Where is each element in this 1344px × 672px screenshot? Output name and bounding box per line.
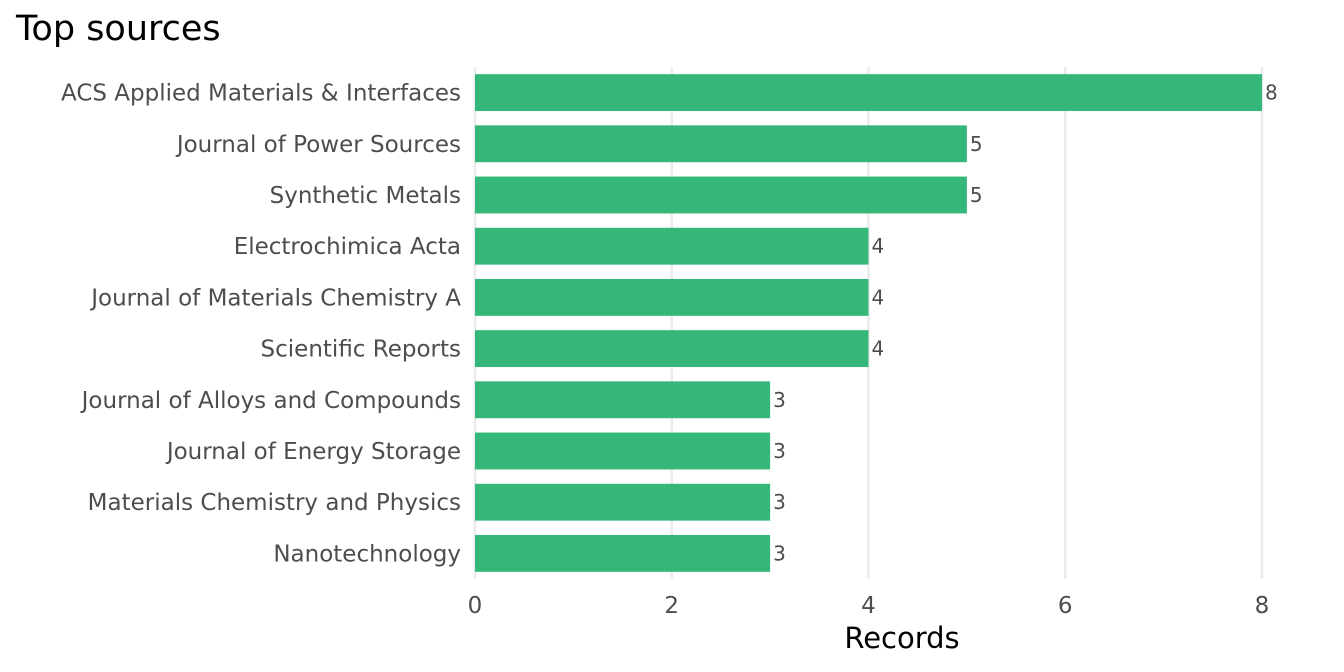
bar xyxy=(475,381,771,419)
category-label: ACS Applied Materials & Interfaces xyxy=(61,81,461,107)
category-label: Synthetic Metals xyxy=(270,183,461,209)
bar xyxy=(475,125,967,163)
bar-value-label: 5 xyxy=(970,183,983,207)
x-tick-label: 6 xyxy=(1058,593,1073,619)
bar-value-label: 4 xyxy=(872,337,885,361)
bar-value-label: 4 xyxy=(872,234,885,258)
bar xyxy=(475,330,869,368)
x-tick-label: 4 xyxy=(861,593,876,619)
category-label: Materials Chemistry and Physics xyxy=(88,490,461,516)
bar xyxy=(475,74,1262,112)
bar xyxy=(475,176,967,214)
x-axis-title: Records xyxy=(844,621,959,655)
x-tick-label: 0 xyxy=(468,593,483,619)
category-label: Nanotechnology xyxy=(273,541,461,567)
category-label: Scientific Reports xyxy=(261,337,461,363)
x-axis-ticks: 0 2 4 6 8 xyxy=(468,593,1270,619)
bar-value-label: 3 xyxy=(773,490,786,514)
category-labels: ACS Applied Materials & Interfaces Journa… xyxy=(61,81,461,568)
category-label: Journal of Power Sources xyxy=(175,132,461,158)
category-label: Journal of Energy Storage xyxy=(165,439,461,465)
bar-value-label: 5 xyxy=(970,132,983,156)
bar-value-label: 3 xyxy=(773,541,786,565)
bar xyxy=(475,483,771,521)
bar xyxy=(475,534,771,572)
chart-title: Top sources xyxy=(16,9,221,49)
x-tick-label: 8 xyxy=(1255,593,1270,619)
category-label: Journal of Materials Chemistry A xyxy=(89,285,461,311)
category-label: Journal of Alloys and Compounds xyxy=(80,388,461,414)
x-tick-label: 2 xyxy=(664,593,679,619)
bar xyxy=(475,278,869,316)
bar xyxy=(475,432,771,470)
bar-value-label: 4 xyxy=(872,285,885,309)
bar xyxy=(475,227,869,265)
bar-value-label: 3 xyxy=(773,439,786,463)
bar-value-label: 8 xyxy=(1265,81,1278,105)
bars xyxy=(475,74,1262,572)
category-label: Electrochimica Acta xyxy=(234,234,461,260)
value-labels: 8 5 5 4 4 4 3 3 3 3 xyxy=(773,81,1278,566)
bar-value-label: 3 xyxy=(773,388,786,412)
